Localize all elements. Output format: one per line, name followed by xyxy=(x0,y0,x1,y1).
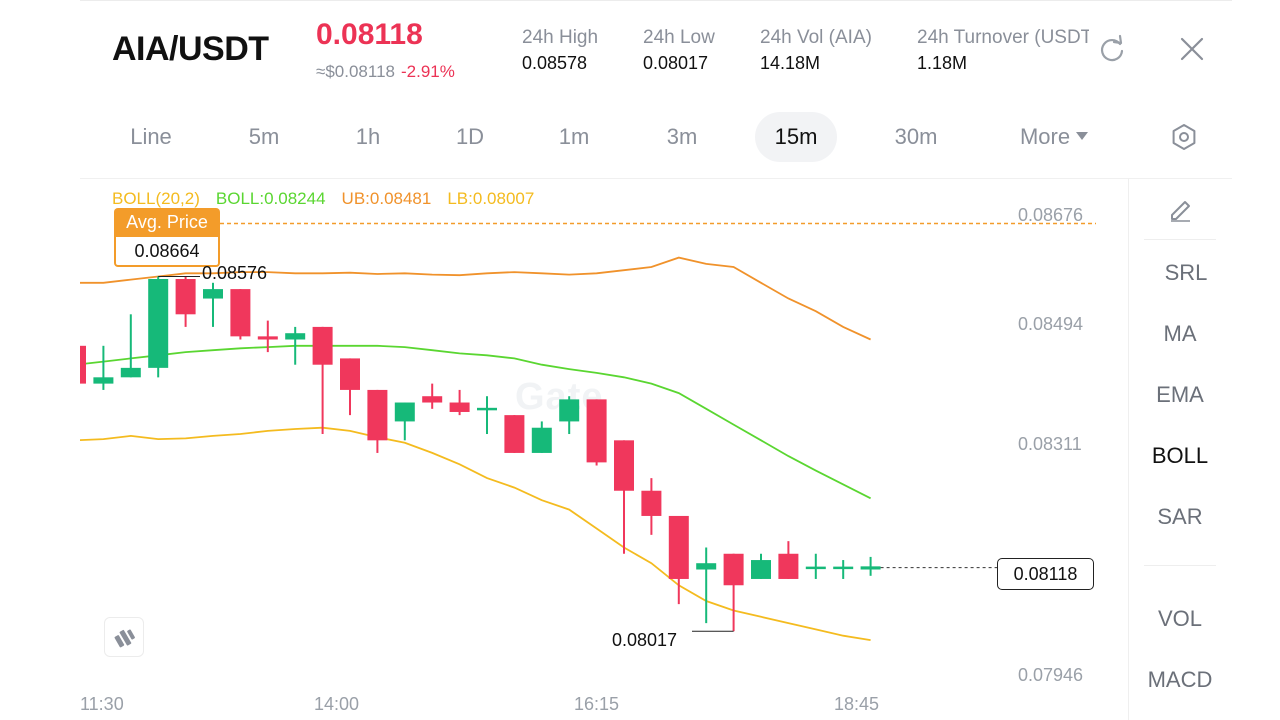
boll-upper-value: UB:0.08481 xyxy=(341,189,432,208)
stat-label: 24h Low xyxy=(643,27,715,48)
y-axis-tick: 0.08494 xyxy=(1018,314,1084,334)
stat-label: 24h High xyxy=(522,27,599,48)
x-axis-tick: 11:30 xyxy=(80,694,124,714)
refresh-icon[interactable] xyxy=(1097,34,1127,64)
boll-params: BOLL(20,2) xyxy=(112,189,200,208)
stat-value: 0.08017 xyxy=(643,53,709,73)
stat-24h-low: 24h Low 0.08017 xyxy=(643,27,715,74)
tab-15m[interactable]: 15m xyxy=(755,112,837,162)
chart-reset-button[interactable] xyxy=(104,617,144,657)
x-axis-tick: 14:00 xyxy=(314,694,360,714)
boll-legend: BOLL(20,2) BOLL:0.08244 UB:0.08481 LB:0.080… xyxy=(112,189,550,209)
tab-1h[interactable]: 1h xyxy=(355,124,381,149)
indicator-boll[interactable]: BOLL xyxy=(1151,443,1209,468)
last-price: 0.08118 xyxy=(316,18,423,51)
avg-price-tag: Avg. Price xyxy=(114,208,220,237)
pair-title: AIA/USDT xyxy=(112,30,269,68)
stat-value: 14.18M xyxy=(760,53,821,73)
stat-value: 0.08578 xyxy=(522,53,588,73)
pencil-icon[interactable] xyxy=(1164,192,1196,224)
indicator-sar[interactable]: SAR xyxy=(1157,504,1203,529)
indicator-ma[interactable]: MA xyxy=(1163,321,1197,346)
price-change: -2.91% xyxy=(400,62,455,81)
stat-24h-volume: 24h Vol (AIA) 14.18M xyxy=(760,27,872,74)
stat-value: 1.18M xyxy=(917,53,968,73)
side-divider xyxy=(1144,565,1216,566)
stat-label: 24h Turnover (USDT) xyxy=(917,27,1089,48)
price-usd: ≈$0.08118 xyxy=(316,62,395,81)
side-divider xyxy=(1144,239,1216,240)
tab-3m[interactable]: 3m xyxy=(666,124,698,149)
y-axis-tick: 0.07946 xyxy=(1018,665,1084,685)
tab-1m[interactable]: 1m xyxy=(558,124,590,149)
boll-lower-value: LB:0.08007 xyxy=(447,189,535,208)
high-price-mark: 0.08576 xyxy=(202,263,268,283)
tab-1d[interactable]: 1D xyxy=(455,124,485,149)
indicator-vol[interactable]: VOL xyxy=(1157,606,1203,631)
avg-price-value: 0.08664 xyxy=(114,237,220,267)
boll-mid-value: BOLL:0.08244 xyxy=(215,189,326,208)
x-axis-tick: 18:45 xyxy=(834,694,880,714)
y-axis-tick: 0.08311 xyxy=(1018,434,1082,454)
tab-more-label: More xyxy=(1019,124,1071,149)
tab-line[interactable]: Line xyxy=(130,124,172,149)
stat-label: 24h Vol (AIA) xyxy=(760,27,872,48)
indicator-ema[interactable]: EMA xyxy=(1156,382,1204,407)
indicator-macd[interactable]: MACD xyxy=(1147,667,1213,692)
stat-24h-turnover: 24h Turnover (USDT) 1.18M xyxy=(917,27,1089,74)
caret-down-icon xyxy=(1076,132,1089,141)
reset-view-icon xyxy=(114,629,135,648)
tab-more[interactable]: More xyxy=(1000,112,1108,162)
close-icon[interactable] xyxy=(1177,34,1207,64)
top-divider xyxy=(80,0,1232,1)
watermark-logo: Gate xyxy=(515,376,604,418)
y-axis-tick: 0.08676 xyxy=(1018,205,1084,225)
chart-settings-icon[interactable] xyxy=(1169,122,1199,152)
timeframe-tabs: Line 5m 1h 1D 1m 3m 15m 30m More xyxy=(100,112,1220,162)
indicator-srl[interactable]: SRL xyxy=(1164,260,1208,285)
current-price-label: 0.08118 xyxy=(997,558,1094,590)
stat-24h-high: 24h High 0.08578 xyxy=(522,27,598,74)
low-price-mark: 0.08017 xyxy=(612,630,678,650)
price-subline: ≈$0.08118 -2.91% xyxy=(316,62,455,82)
chart-area[interactable] xyxy=(80,178,1232,720)
x-axis-tick: 16:15 xyxy=(574,694,620,714)
chart-side-divider xyxy=(1128,178,1129,720)
tab-30m[interactable]: 30m xyxy=(894,124,938,149)
tab-5m[interactable]: 5m xyxy=(248,124,280,149)
